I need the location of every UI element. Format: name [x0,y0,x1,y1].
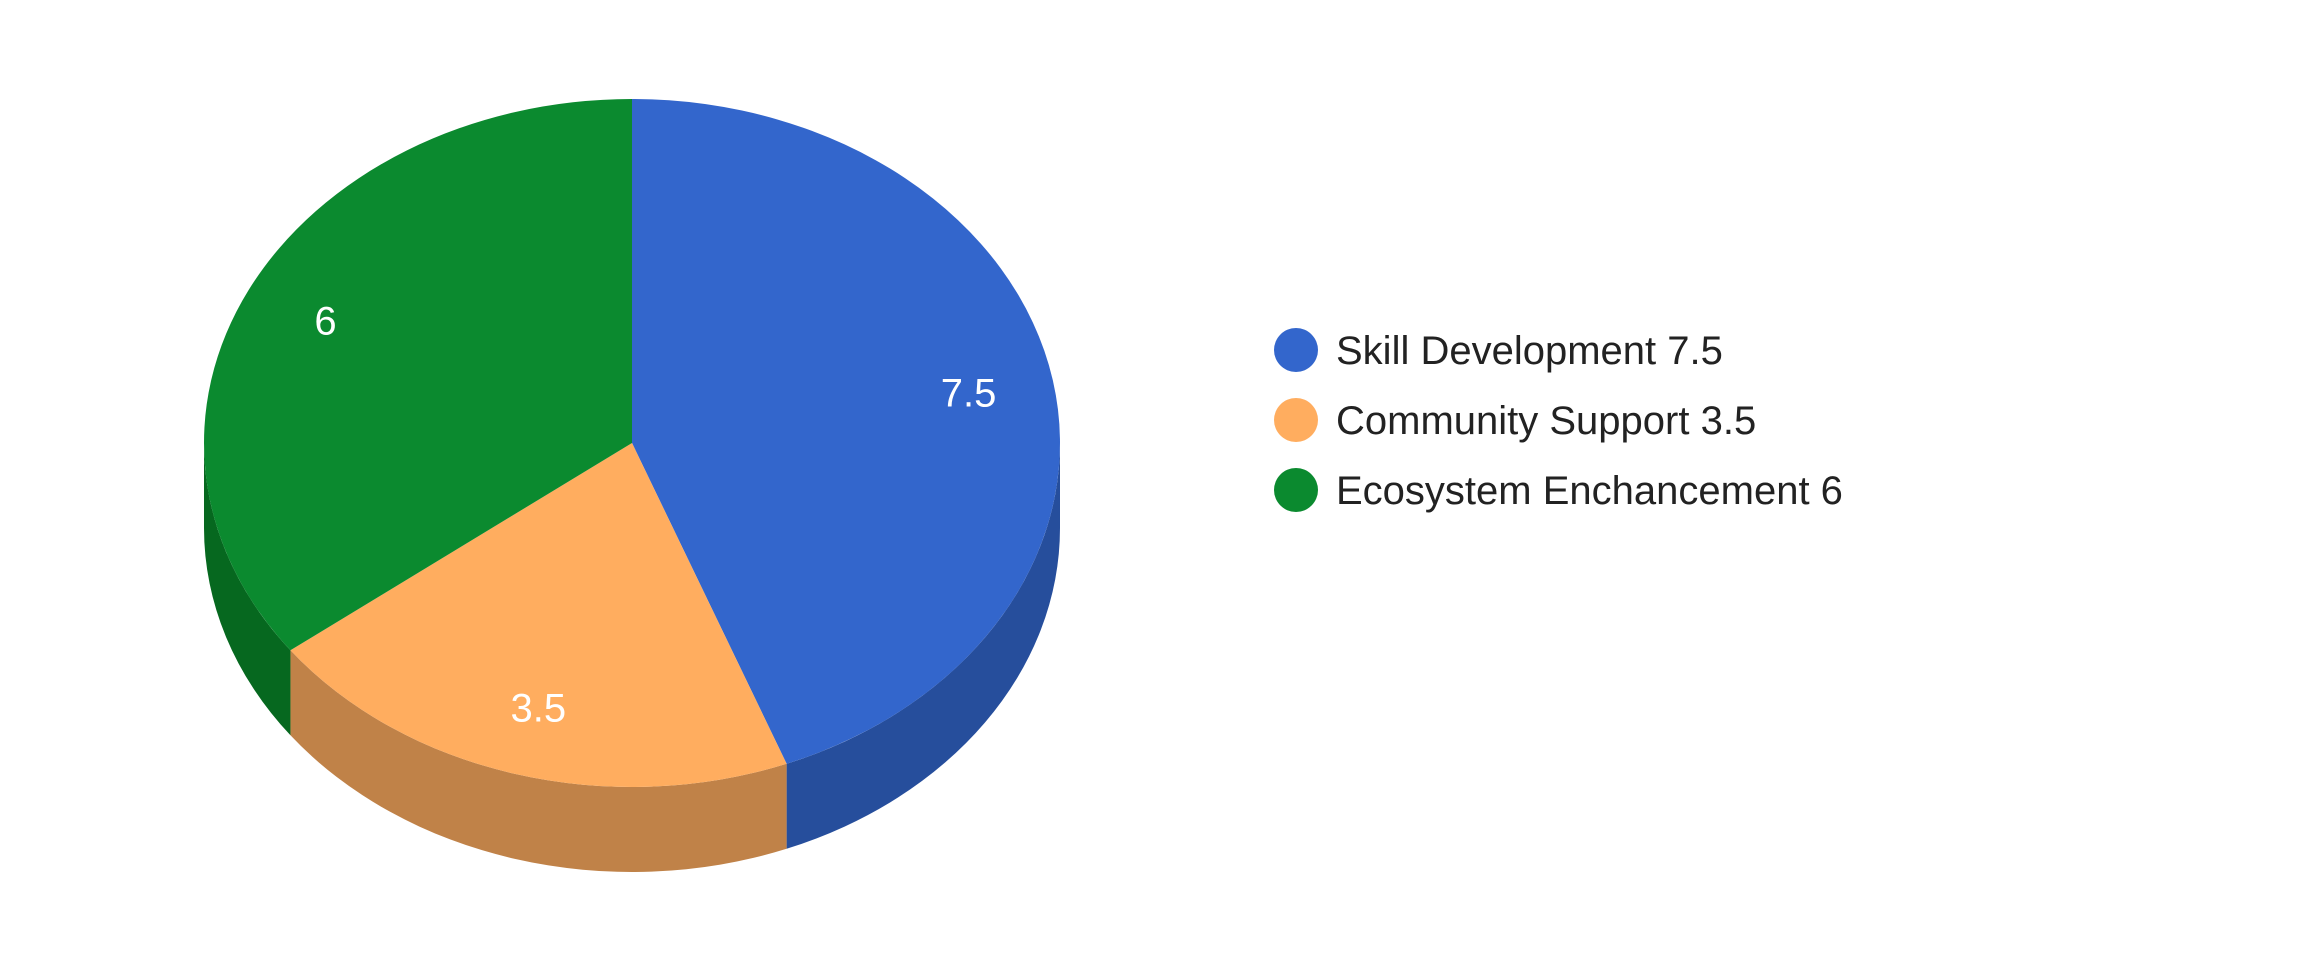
legend-swatch-skill-development [1274,328,1318,372]
legend-swatch-community-support [1274,398,1318,442]
pie-slice-ecosystem-enchancement[interactable] [203,98,632,651]
slice-label-ecosystem-enchancement: 6 [314,299,336,343]
legend-item-community-support[interactable]: Community Support 3.5 [1274,398,1756,443]
legend-item-skill-development[interactable]: Skill Development 7.5 [1274,328,1723,373]
pie-side-ecosystem-enchancement [204,443,291,736]
legend-label-ecosystem-enchancement: Ecosystem Enchancement 6 [1336,469,1843,513]
legend-swatch-ecosystem-enchancement [1274,468,1318,512]
pie-slice-community-support[interactable] [290,443,787,787]
legend-item-ecosystem-enchancement[interactable]: Ecosystem Enchancement 6 [1274,468,1843,513]
pie-side-community-support [290,650,787,872]
slice-label-community-support: 3.5 [510,687,566,731]
pie-top-faces [203,98,1060,787]
pie-slice-skill-development[interactable] [632,99,1060,764]
pie-side-walls [204,443,1060,872]
legend-label-community-support: Community Support 3.5 [1336,399,1756,443]
pie-side-skill-development [786,443,1060,849]
slice-value-labels: 7.5 3.5 6 [314,299,996,730]
legend-label-skill-development: Skill Development 7.5 [1336,329,1723,373]
slice-label-skill-development: 7.5 [941,371,997,415]
legend: Skill Development 7.5 Community Support … [1274,328,1843,513]
